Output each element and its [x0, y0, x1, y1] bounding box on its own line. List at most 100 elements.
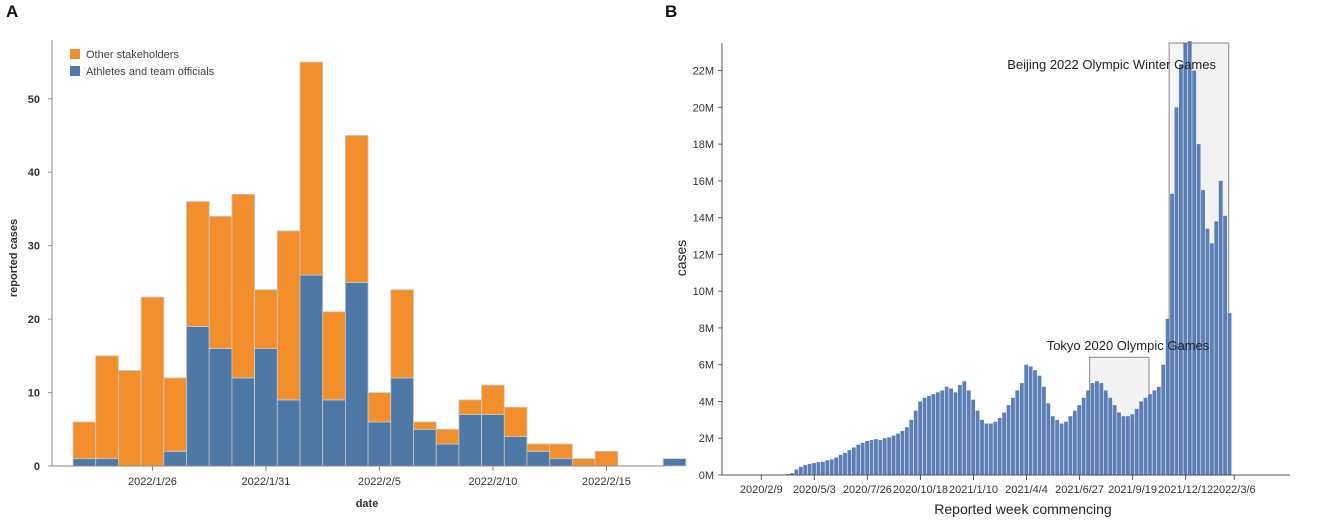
bar-week-25: [847, 450, 852, 475]
bar-week-47: [944, 386, 949, 475]
panel-b-y-tick-label: 10M: [693, 286, 714, 298]
bar-week-81: [1095, 381, 1099, 475]
bar-week-62: [1011, 397, 1015, 475]
bar-other-2022-1-28: [186, 201, 210, 327]
annotation-label-beijing: Beijing 2022 Olympic Winter Games: [1007, 57, 1216, 72]
bar-week-49: [953, 392, 958, 475]
bar-other-2022-2-13: [549, 443, 573, 460]
bar-week-52: [966, 390, 971, 475]
bar-other-2022-2-11: [503, 406, 528, 438]
panel-b-chart: B 0M 2M 4M 6M 8M 10M 12M 14M 16M 18M 20M 22M 2020/2/…: [665, 2, 1290, 517]
panel-a-x-tick-label: 2022/2/5: [358, 476, 401, 488]
panel-b-y-axis-title: cases: [673, 240, 689, 277]
panel-b-y-tick-label: 0M: [699, 470, 714, 482]
bar-week-43: [927, 395, 931, 475]
bar-week-93: [1148, 394, 1152, 475]
panel-a-legend: Other stakeholders Athletes and team offi…: [70, 49, 215, 78]
panel-b-y-tick-label: 16M: [693, 176, 714, 188]
bar-week-22: [834, 457, 839, 475]
bar-week-21: [829, 459, 834, 475]
legend-label-other: Other stakeholders: [86, 49, 179, 61]
bar-other-2022-1-23: [72, 421, 97, 460]
annotation-label-tokyo: Tokyo 2020 Olympic Games: [1047, 338, 1210, 353]
bar-week-71: [1050, 416, 1055, 475]
bar-week-91: [1139, 401, 1144, 475]
bar-week-41: [918, 401, 923, 475]
panel-a-y-tick-label: 0: [34, 461, 40, 473]
bar-week-40: [913, 410, 918, 475]
panel-a-bars: [72, 61, 687, 467]
bar-athletes-2022-1-23: [72, 458, 97, 467]
panel-a-x-tick-label: 2022/2/15: [582, 476, 631, 488]
bar-athletes-2022-2-11: [503, 436, 528, 467]
bar-other-2022-1-30: [231, 193, 255, 379]
bar-other-2022-1-26: [140, 296, 165, 467]
bar-week-89: [1130, 414, 1135, 475]
bar-week-67: [1033, 370, 1037, 475]
bar-week-100: [1179, 65, 1183, 476]
bar-other-2022-2-2: [299, 61, 324, 276]
bar-week-92: [1143, 397, 1148, 475]
bar-week-31: [874, 439, 878, 475]
bar-athletes-2022-1-29: [208, 348, 233, 467]
bar-week-28: [860, 442, 865, 475]
bar-week-51: [962, 381, 967, 475]
bar-week-73: [1059, 423, 1064, 475]
panel-a-axes: 0 10 20 30 40 50 2022/1/26 2022/1/31 2022/2/5 202…: [28, 40, 665, 488]
panel-b-bars: [785, 41, 1232, 476]
bar-week-99: [1174, 107, 1179, 475]
bar-other-2022-2-1: [276, 230, 301, 401]
bar-week-39: [909, 419, 914, 475]
bar-week-35: [891, 435, 896, 475]
bar-week-107: [1209, 243, 1214, 475]
bar-athletes-2022-2-9: [458, 414, 482, 467]
bar-week-14: [798, 466, 803, 475]
legend-label-athletes: Athletes and team officials: [86, 66, 215, 78]
panel-a-y-tick-label: 20: [28, 314, 40, 326]
bar-week-23: [838, 454, 843, 475]
bar-athletes-2022-2-13: [549, 458, 573, 467]
bar-week-84: [1108, 397, 1113, 475]
bar-week-16: [807, 463, 812, 475]
bar-week-102: [1187, 41, 1192, 475]
bar-week-79: [1086, 390, 1090, 475]
bar-week-65: [1024, 364, 1029, 475]
bar-other-2022-1-29: [208, 215, 233, 349]
bar-week-82: [1099, 383, 1104, 475]
panel-b-x-axis-title: Reported week commencing: [934, 501, 1111, 517]
bar-week-106: [1205, 228, 1210, 475]
bar-athletes-2022-2-5: [367, 421, 392, 467]
panel-b-y-tick-label: 6M: [699, 360, 714, 372]
bar-athletes-2022-2-8: [435, 443, 460, 467]
bar-week-77: [1077, 405, 1082, 475]
bar-week-59: [997, 418, 1002, 475]
bar-other-2022-1-25: [118, 370, 142, 467]
bar-week-109: [1218, 180, 1223, 475]
bar-week-27: [856, 444, 861, 475]
bar-week-64: [1019, 383, 1024, 475]
bar-week-17: [812, 463, 816, 475]
panel-b-y-tick-label: 4M: [699, 396, 714, 408]
panel-a-x-axis-title: date: [356, 498, 379, 510]
bar-week-94: [1152, 390, 1157, 475]
bar-week-101: [1183, 43, 1188, 475]
bar-other-2022-2-3: [322, 311, 346, 401]
bar-other-2022-2-14: [572, 458, 596, 467]
bar-athletes-2022-1-31: [254, 348, 278, 467]
bar-other-2022-2-6: [390, 289, 414, 379]
bar-other-2022-2-7: [413, 421, 437, 430]
panel-b-x-tick-label: 2022/3/6: [1213, 484, 1256, 496]
bar-week-13: [794, 469, 799, 475]
bar-week-55: [980, 419, 984, 475]
panel-b-y-tick-label: 22M: [693, 66, 714, 78]
panel-b-y-tick-label: 14M: [693, 213, 714, 225]
bar-week-72: [1055, 419, 1060, 475]
bar-week-45: [935, 392, 940, 475]
panel-a-chart: A 0 10 20 30 40 50 2022/1/26 2022/1/31 2022/2/5 2…: [6, 2, 687, 510]
bar-week-37: [900, 430, 905, 475]
bar-week-15: [803, 464, 808, 475]
bar-week-83: [1103, 390, 1108, 475]
panel-a-y-tick-label: 40: [28, 167, 40, 179]
panel-a-x-tick-label: 2022/2/10: [468, 476, 517, 488]
